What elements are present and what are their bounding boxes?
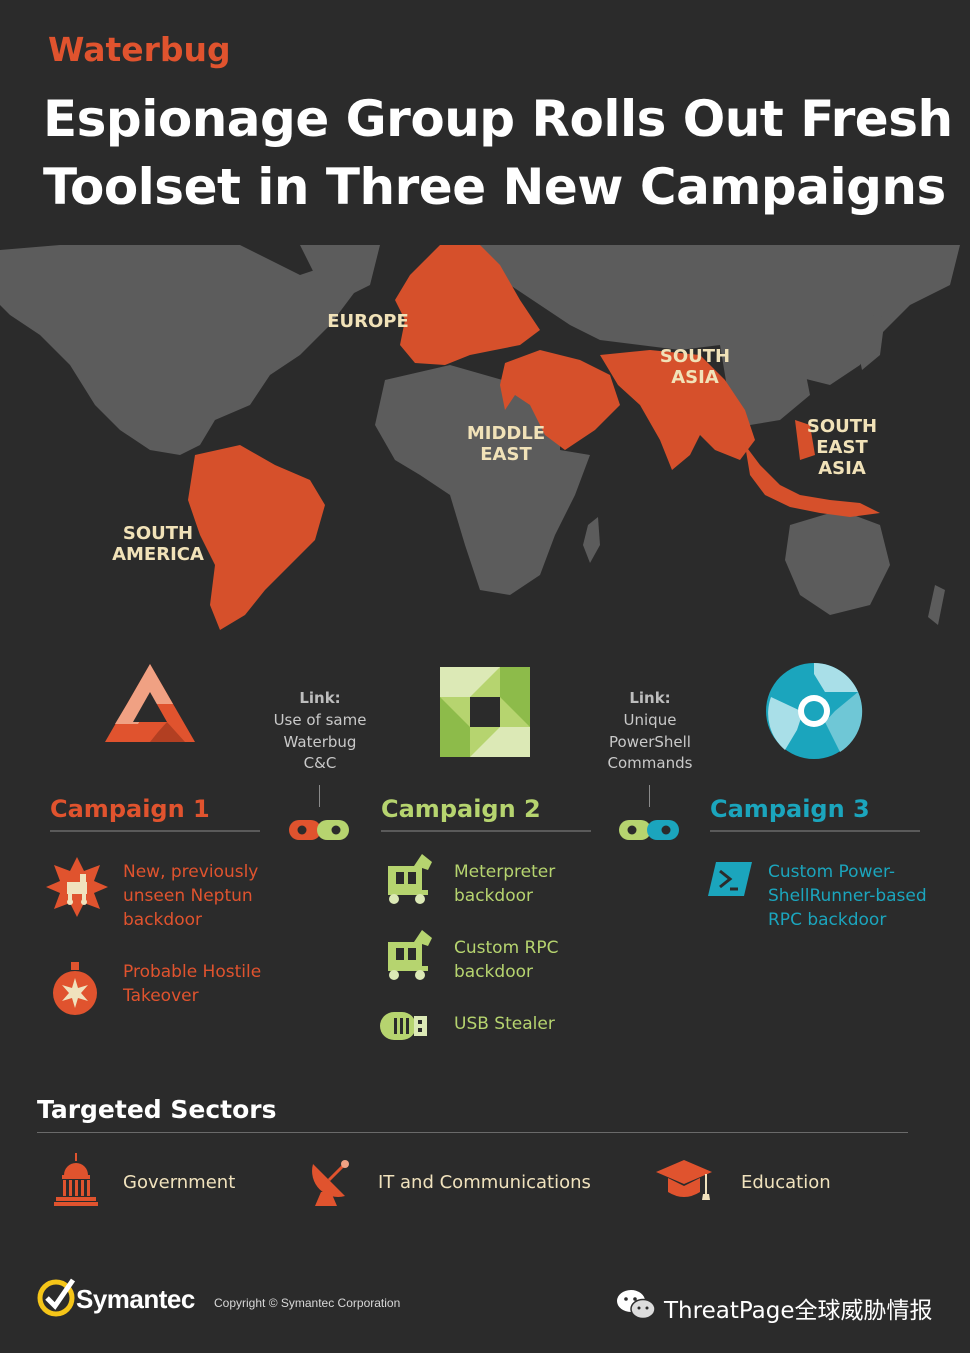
title-line-1: Espionage Group Rolls Out Fresh (43, 90, 953, 148)
trojan-horse-burst-icon (46, 857, 108, 917)
region-sea-l1: SOUTH (807, 416, 877, 437)
campaign-2-item-2-l2: backdoor (454, 961, 533, 982)
region-middle-east-l2: EAST (480, 444, 532, 465)
link-2-l2: PowerShell (609, 732, 691, 751)
region-middle-east-l1: MIDDLE (467, 423, 545, 444)
campaign-1-item-1-l1: New, previously (123, 862, 259, 882)
symantec-check-logo-icon (37, 1278, 76, 1317)
sector-government: Government (123, 1172, 236, 1193)
region-labels: EUROPE SOUTH ASIA MIDDLE EAST SOUTH EAST… (112, 311, 877, 565)
campaign-1-item-1-l2: unseen Neptun (123, 885, 253, 906)
link-1-l1: Use of same (273, 710, 367, 729)
middle-east-shape (500, 350, 620, 450)
campaign-1-logo (105, 664, 195, 742)
south-east-asia-shape (745, 445, 880, 517)
trojan-horse-icon (388, 930, 432, 980)
campaign-2-logo (440, 667, 530, 757)
sectors-rule (37, 1132, 908, 1133)
campaign-3-item-1: Custom Power- ShellRunner-based RPC back… (768, 861, 927, 932)
region-south-asia-l1: SOUTH (660, 346, 730, 367)
campaign-3-logo (766, 663, 863, 759)
campaign-2-item-1-l1: Meterpreter (454, 862, 556, 882)
campaign-3-title: Campaign 3 (710, 795, 870, 823)
wechat-account-name: ThreatPage全球威胁情报 (664, 1298, 933, 1324)
region-south-asia-l2: ASIA (671, 367, 719, 388)
campaign-2-item-2: Custom RPC backdoor (454, 937, 558, 985)
wechat-icon (617, 1290, 656, 1320)
campaign-1-item-1: New, previously unseen Neptun backdoor (123, 861, 258, 932)
campaign-1-item-2-l1: Probable Hostile (123, 962, 262, 982)
region-south-america-l1: SOUTH (123, 523, 193, 544)
campaign-2-item-2-l1: Custom RPC (454, 938, 559, 958)
campaign-3-item-1-l3: RPC backdoor (768, 909, 887, 930)
targeted-regions (188, 245, 880, 630)
world-landmass (0, 245, 960, 625)
south-asia-shape (600, 350, 755, 470)
europe-shape (395, 245, 540, 365)
capitol-building-icon (54, 1153, 98, 1206)
link-1-l3: C&C (303, 754, 337, 773)
region-south-america-l2: AMERICA (112, 544, 204, 565)
graduation-cap-icon (656, 1160, 712, 1200)
campaign-2-item-3: USB Stealer (454, 1013, 555, 1037)
campaign-2-item-3-l1: USB Stealer (454, 1014, 555, 1034)
south-america-shape (188, 445, 325, 630)
trojan-horse-icon (388, 854, 432, 904)
link-2-head: Link: (629, 689, 671, 707)
campaign-2-item-1: Meterpreter backdoor (454, 861, 555, 909)
usb-stick-icon (380, 1012, 427, 1040)
grenade-icon (53, 962, 97, 1015)
kicker-waterbug: Waterbug (48, 30, 231, 69)
powershell-icon (708, 862, 752, 896)
link-2-stem (649, 785, 650, 807)
sector-education: Education (741, 1172, 831, 1193)
region-sea-l3: ASIA (818, 458, 866, 479)
link-2-l1: Unique (623, 710, 677, 729)
campaign-1-rule (50, 830, 260, 832)
campaign-3-rule (710, 830, 920, 832)
copyright-text: Copyright © Symantec Corporation (214, 1296, 401, 1310)
symantec-brand: Symantec (76, 1284, 195, 1314)
link-2: Link: Unique PowerShell Commands (580, 688, 720, 775)
region-sea-l2: EAST (816, 437, 868, 458)
sectors-heading: Targeted Sectors (37, 1095, 277, 1124)
link-2-l3: Commands (607, 754, 693, 773)
sector-it-communications: IT and Communications (378, 1172, 591, 1193)
campaign-2-title: Campaign 2 (381, 795, 541, 823)
satellite-dish-icon (312, 1160, 349, 1206)
link-1: Link: Use of same Waterbug C&C (250, 688, 390, 775)
campaign-1-title: Campaign 1 (50, 795, 210, 823)
page-title: Espionage Group Rolls Out Fresh Toolset … (43, 86, 953, 221)
world-map: EUROPE SOUTH ASIA MIDDLE EAST SOUTH EAST… (0, 245, 960, 630)
campaign-1-item-1-l3: backdoor (123, 909, 202, 930)
campaign-2-rule (381, 830, 591, 832)
campaign-2-item-1-l2: backdoor (454, 885, 533, 906)
campaign-1-item-2: Probable Hostile Takeover (123, 961, 261, 1009)
campaign-3-item-1-l1: Custom Power- (768, 862, 895, 882)
title-line-2: Toolset in Three New Campaigns (43, 157, 946, 216)
campaign-1-item-2-l2: Takeover (123, 985, 199, 1006)
chain-link-icon (619, 820, 679, 840)
campaign-3-item-1-l2: ShellRunner-based (768, 885, 927, 906)
link-1-head: Link: (299, 689, 341, 707)
chain-link-icon (289, 820, 349, 840)
link-1-l2: Waterbug (283, 732, 357, 751)
region-europe: EUROPE (327, 311, 409, 332)
link-1-stem (319, 785, 320, 807)
